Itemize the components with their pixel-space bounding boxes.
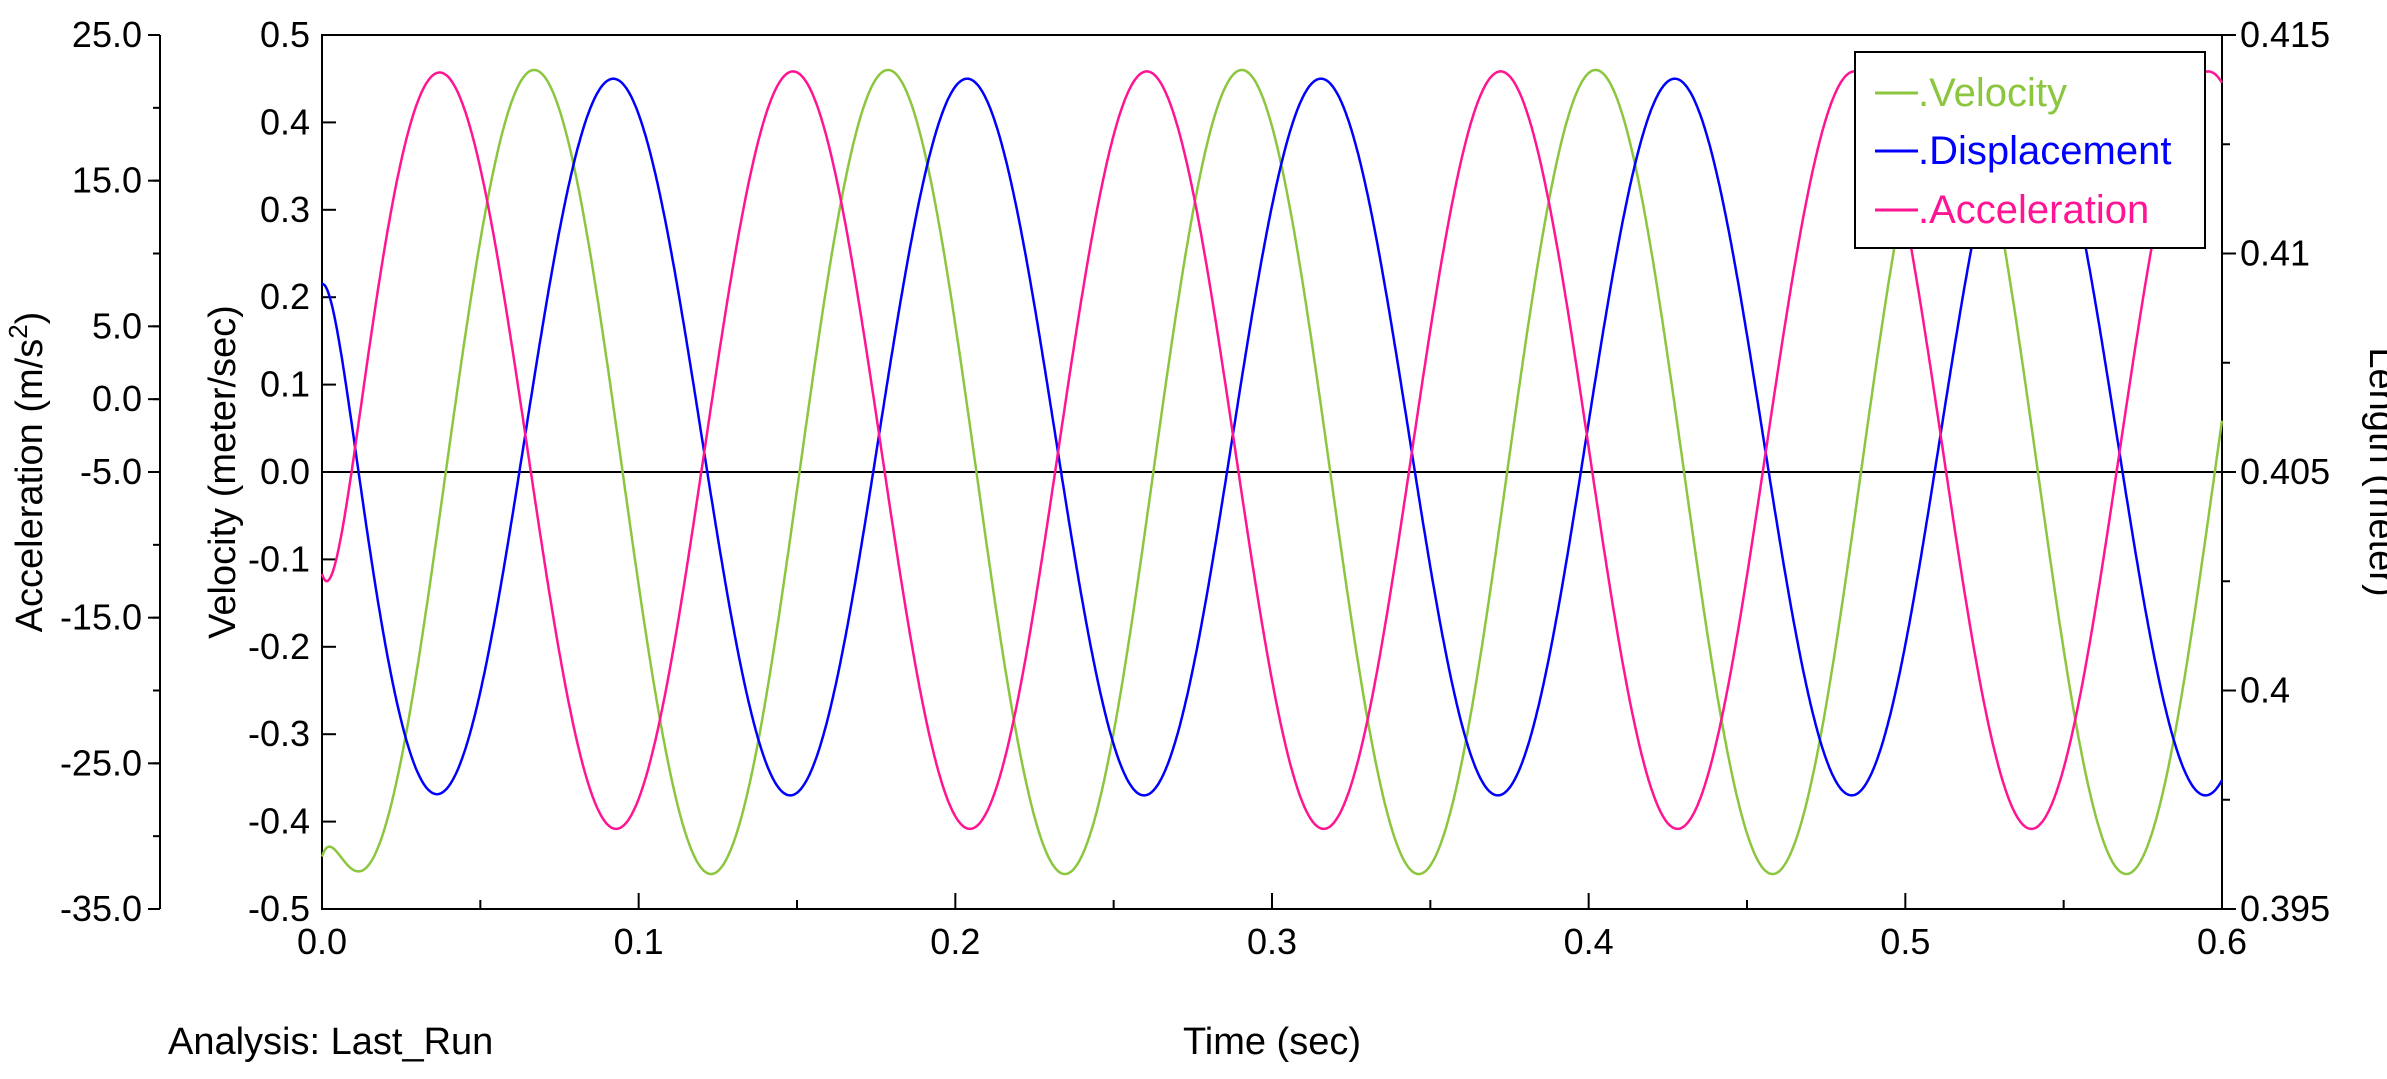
velocity-tick-label: 0.2 — [260, 276, 310, 317]
velocity-tick-label: 0.0 — [260, 451, 310, 492]
x-tick-label: 0.2 — [930, 921, 980, 962]
length-tick-label: 0.395 — [2240, 888, 2330, 929]
x-tick-label: 0.0 — [297, 921, 347, 962]
x-tick-label: 0.6 — [2197, 921, 2247, 962]
accel-tick-label: -25.0 — [60, 742, 142, 783]
length-tick-label: 0.4 — [2240, 670, 2290, 711]
velocity-tick-label: -0.1 — [248, 538, 310, 579]
accel-tick-label: 15.0 — [72, 160, 142, 201]
velocity-tick-label: 0.3 — [260, 189, 310, 230]
x-tick-label: 0.5 — [1880, 921, 1930, 962]
analysis-label: Analysis: Last_Run — [168, 1021, 493, 1063]
x-axis-title: Time (sec) — [1183, 1021, 1361, 1063]
accel-tick-label: -5.0 — [80, 451, 142, 492]
velocity-tick-label: 0.4 — [260, 101, 310, 142]
velocity-tick-label: -0.2 — [248, 626, 310, 667]
length-axis-title: Length (meter) — [2361, 347, 2387, 596]
accel-tick-label: 0.0 — [92, 378, 142, 419]
displacement-line — [322, 77, 2224, 797]
accel-tick-label: -35.0 — [60, 888, 142, 929]
length-tick-label: 0.405 — [2240, 451, 2330, 492]
accel-tick-label: -15.0 — [60, 597, 142, 638]
length-tick-label: 0.415 — [2240, 14, 2330, 55]
velocity-tick-label: -0.4 — [248, 801, 310, 842]
velocity-tick-label: 0.1 — [260, 364, 310, 405]
velocity-tick-label: -0.3 — [248, 713, 310, 754]
accel-axis-title: Acceleration (m/s2) — [3, 312, 51, 633]
length-tick-label: 0.41 — [2240, 233, 2310, 274]
legend-label-displacement: .Displacement — [1918, 129, 2171, 173]
x-tick-label: 0.3 — [1247, 921, 1297, 962]
legend-label-acceleration: .Acceleration — [1918, 188, 2149, 232]
velocity-tick-label: 0.5 — [260, 14, 310, 55]
velocity-axis-title: Velocity (meter/sec) — [202, 305, 244, 639]
accel-tick-label: 25.0 — [72, 14, 142, 55]
x-tick-label: 0.4 — [1564, 921, 1614, 962]
accel-tick-label: 5.0 — [92, 305, 142, 346]
velocity-tick-label: -0.5 — [248, 888, 310, 929]
legend-label-velocity: .Velocity — [1918, 71, 2067, 115]
legend: .Velocity .Displacement .Acceleration — [1854, 51, 2206, 249]
x-tick-label: 0.1 — [614, 921, 664, 962]
